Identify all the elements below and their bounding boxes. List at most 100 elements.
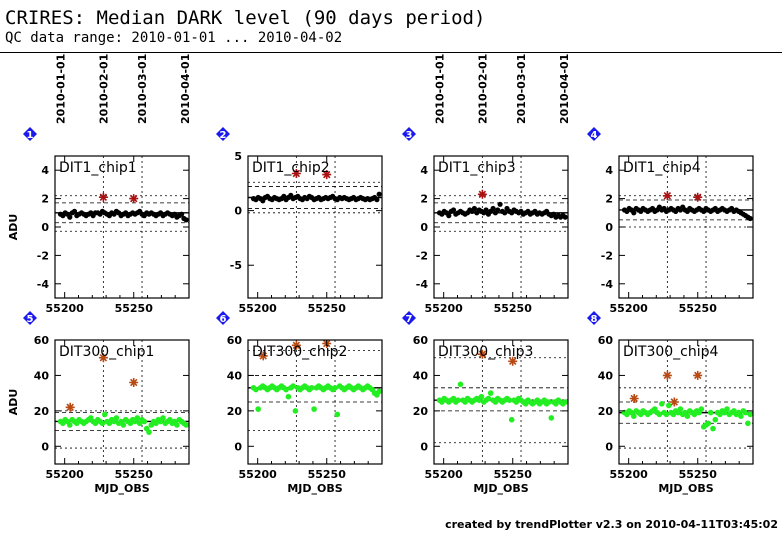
- panel-badge-number: 2: [220, 130, 227, 141]
- plot-frame: [618, 339, 754, 465]
- x-tick-label: 55250: [494, 302, 533, 315]
- data-point: [745, 420, 751, 427]
- date-tick-label: 2010-02-01: [476, 54, 489, 124]
- data-point: [308, 385, 315, 391]
- y-tick-label: 4: [420, 164, 428, 177]
- x-tick-label: 55250: [308, 468, 347, 481]
- panel-badge-icon: [23, 311, 37, 325]
- panel-badge-icon: [587, 311, 601, 325]
- panel-badge-number: 7: [406, 314, 413, 325]
- panel-badge-number: 3: [406, 130, 413, 141]
- y-tick-label: 0: [420, 440, 428, 453]
- x-axis-label: MJD_OBS: [473, 482, 528, 495]
- panel-badge-number: 6: [220, 314, 227, 325]
- x-tick-label: 55250: [115, 468, 154, 481]
- date-tick-label: 2010-01-01: [55, 54, 68, 124]
- panel-badge-icon: [587, 127, 601, 141]
- outlier-marker: [662, 370, 672, 380]
- y-tick-label: 60: [227, 334, 243, 347]
- y-tick-label: -4: [37, 278, 50, 291]
- y-tick-label: 0: [41, 440, 49, 453]
- x-tick-label: 55200: [239, 302, 278, 315]
- data-point: [450, 207, 457, 213]
- panel-title: DIT1_chip4: [623, 160, 701, 176]
- plot-area: [55, 156, 189, 298]
- panel-badge-number: 1: [27, 130, 34, 141]
- y-tick-label: -4: [416, 278, 429, 291]
- panel-1: 1 DIT1_chip1 4 2 0 -2 -4 55200 55250 ADU 2010-01-0…: [7, 54, 192, 315]
- outlier-marker: [693, 370, 703, 380]
- outlier-marker: [322, 170, 332, 180]
- y-tick-label: 2: [420, 193, 428, 206]
- y-tick-label: 0: [420, 221, 428, 234]
- data-point: [446, 213, 452, 219]
- outlier-marker: [291, 169, 301, 178]
- y-tick-label: 2: [605, 193, 613, 206]
- data-point: [67, 422, 73, 428]
- x-tick-label: 55250: [494, 468, 533, 481]
- x-tick-label: 55200: [425, 302, 464, 315]
- x-tick-label: 55200: [46, 302, 85, 315]
- data-point: [478, 393, 485, 400]
- outlier-marker: [98, 192, 108, 202]
- data-point: [255, 406, 261, 412]
- y-tick-label: 4: [605, 164, 613, 177]
- data-point: [471, 205, 477, 212]
- outlier-marker: [669, 397, 679, 407]
- outlier-marker: [508, 356, 518, 366]
- data-point: [332, 385, 338, 391]
- data-point: [631, 210, 637, 216]
- x-tick-label: 55200: [239, 468, 278, 481]
- x-axis-label: MJD_OBS: [94, 482, 149, 495]
- y-tick-label: 20: [413, 405, 429, 418]
- y-tick-label: 40: [34, 369, 50, 382]
- data-point: [738, 413, 744, 420]
- y-tick-label: 0: [41, 221, 49, 234]
- panel-badge-icon: [402, 311, 416, 325]
- x-tick-label: 55250: [308, 302, 347, 315]
- data-point: [707, 409, 714, 416]
- data-point: [253, 386, 259, 393]
- data-point: [724, 406, 730, 412]
- page-subtitle: QC data range: 2010-01-01 ... 2010-04-02: [5, 30, 343, 46]
- plot-frame: [247, 339, 383, 465]
- panel-title: DIT1_chip3: [438, 160, 516, 176]
- y-axis-label: ADU: [7, 214, 20, 241]
- y-tick-label: 0: [605, 221, 613, 234]
- plot-area: [434, 340, 568, 464]
- data-point: [102, 411, 108, 418]
- y-tick-label: 0: [605, 440, 613, 453]
- y-tick-label: -2: [416, 249, 428, 262]
- panel-title: DIT300_chip4: [623, 344, 719, 360]
- panel-title: DIT1_chip2: [252, 160, 330, 176]
- data-point: [146, 429, 152, 435]
- data-point: [134, 415, 141, 421]
- y-tick-label: 40: [413, 369, 429, 382]
- data-point: [376, 388, 382, 395]
- y-tick-label: 4: [41, 164, 49, 177]
- data-point: [659, 401, 665, 407]
- data-point: [710, 425, 716, 432]
- data-point: [183, 217, 189, 223]
- date-tick-label: 2010-04-01: [558, 54, 571, 124]
- y-tick-label: 60: [413, 334, 429, 347]
- y-tick-label: 60: [598, 334, 614, 347]
- x-tick-label: 55200: [46, 468, 85, 481]
- panel-badge-icon: [402, 127, 416, 141]
- plot-area: [248, 156, 382, 298]
- y-tick-label: 2: [41, 193, 49, 206]
- data-point: [376, 191, 382, 197]
- data-point: [290, 383, 296, 389]
- plot-frame: [54, 155, 190, 299]
- outlier-marker: [477, 189, 487, 199]
- data-point: [487, 390, 494, 396]
- data-point: [120, 422, 127, 428]
- data-point: [631, 413, 637, 420]
- y-tick-label: 60: [34, 334, 50, 347]
- x-tick-label: 55200: [610, 302, 649, 315]
- y-tick-label: -2: [37, 249, 49, 262]
- plot-frame: [247, 155, 383, 299]
- panel-badge-icon: [216, 127, 230, 141]
